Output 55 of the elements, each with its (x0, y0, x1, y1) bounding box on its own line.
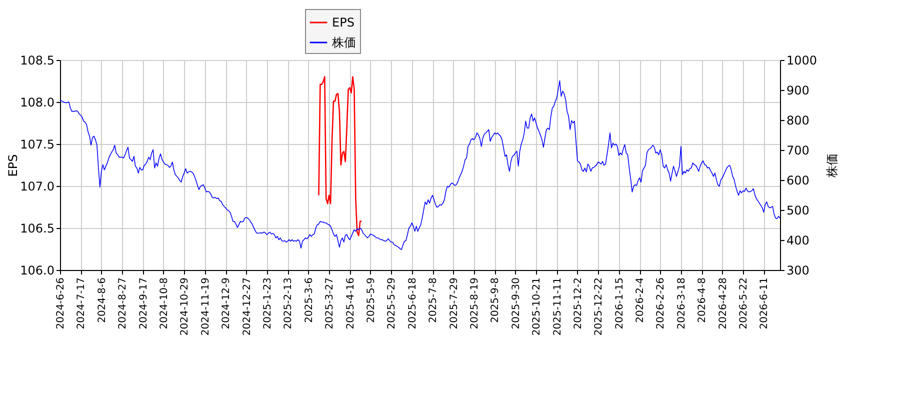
x-tick-label: 2025-7-29 (448, 278, 460, 330)
y2-tick-label: 1000 (786, 54, 818, 68)
x-tick-label: 2024-8-6 (96, 278, 108, 323)
y2-tick-label: 900 (786, 84, 810, 98)
x-tick-label: 2025-7-8 (428, 278, 440, 323)
x-tick-label: 2025-3-6 (304, 278, 315, 323)
y2-tick-label: 400 (786, 234, 810, 248)
x-tick-label: 2025-12-2 (572, 278, 584, 330)
x-tick-label: 2024-11-19 (200, 278, 212, 336)
line-series (318, 76, 362, 236)
y2-tick-label: 300 (786, 264, 810, 278)
x-tick-label: 2024-10-29 (180, 278, 191, 336)
x-tick-label: 2026-5-22 (738, 278, 750, 330)
x-tick-label: 2025-9-30 (510, 278, 522, 330)
x-tick-label: 2025-5-9 (366, 278, 377, 323)
y-tick-label: 108.5 (20, 54, 54, 68)
x-tick-label: 2024-9-17 (138, 278, 150, 330)
y2-tick-label: 600 (786, 174, 810, 188)
x-tick-label: 2024-6-26 (56, 278, 66, 330)
x-tick-label: 2024-12-9 (221, 278, 232, 330)
y-tick-label: 106.0 (20, 264, 54, 278)
y2-tick-label: 700 (786, 144, 810, 158)
x-tick-label: 2025-6-18 (407, 278, 418, 330)
y-tick-label: 108.0 (20, 96, 54, 110)
x-tick-label: 2024-7-17 (76, 278, 88, 330)
x-tick-label: 2026-6-11 (759, 278, 770, 330)
x-tick-label: 2024-8-27 (118, 278, 129, 330)
x-tick-label: 2025-2-13 (283, 278, 294, 330)
x-tick-label: 2025-11-11 (552, 278, 564, 336)
x-tick-label: 2026-2-26 (656, 278, 667, 330)
y-tick-label: 107.5 (20, 138, 54, 152)
x-tick-label: 2025-5-29 (386, 278, 398, 330)
x-tick-label: 2024-12-27 (242, 278, 253, 336)
x-tick-label: 2025-1-23 (262, 278, 274, 330)
y-axis-title: EPS (6, 154, 20, 177)
x-tick-label: 2026-2-4 (635, 278, 646, 323)
x-tick-label: 2025-3-27 (324, 278, 336, 330)
x-tick-label: 2025-9-8 (490, 278, 502, 323)
line-series (60, 80, 780, 250)
legend-label: 株価 (331, 36, 356, 50)
x-tick-label: 2026-4-8 (697, 278, 708, 323)
y2-axis-title: 株価 (825, 154, 840, 178)
x-tick-label: 2025-4-16 (345, 278, 356, 330)
legend-label: EPS (332, 16, 354, 30)
x-tick-label: 2026-4-28 (718, 278, 729, 330)
x-tick-label: 2026-3-18 (676, 278, 688, 330)
x-tick-label: 2025-12-22 (594, 278, 605, 336)
y-tick-label: 107.0 (20, 180, 54, 194)
x-tick-label: 2024-10-8 (158, 278, 170, 330)
x-tick-label: 2025-8-19 (469, 278, 480, 330)
y2-tick-label: 500 (786, 204, 810, 218)
y2-tick-label: 800 (786, 114, 810, 128)
y-tick-label: 106.5 (20, 222, 54, 236)
x-tick-label: 2026-1-15 (614, 278, 626, 330)
x-tick-label: 2025-10-21 (532, 278, 543, 336)
